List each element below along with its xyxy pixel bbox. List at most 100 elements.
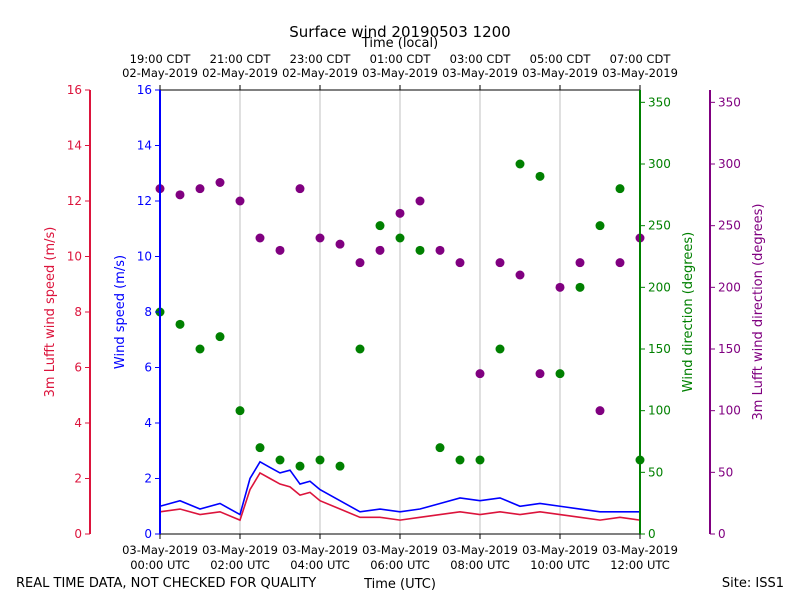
series-point [495, 258, 505, 268]
top-axis-label: Time (local) [361, 36, 438, 51]
series-point [615, 184, 625, 194]
series-point [615, 258, 625, 268]
series-point [275, 245, 285, 255]
wind_speed-tick-label: 2 [144, 472, 152, 486]
series-point [535, 171, 545, 181]
series-point [475, 369, 485, 379]
top-tick-time: 05:00 CDT [530, 52, 592, 66]
footer-site: Site: ISS1 [722, 576, 784, 591]
tick-layer: 0 2 4 6 8 10 12 14 16 0 2 4 6 8 10 12 14 16 0 50 100 150 200 25… [67, 52, 741, 572]
series-point [195, 184, 205, 194]
bottom-tick-time: 04:00 UTC [290, 558, 350, 572]
series-layer [155, 159, 645, 522]
bottom-tick-date: 03-May-2019 [122, 543, 198, 557]
lufft_dir-tick-label: 0 [718, 527, 726, 541]
lufft_dir-tick-label: 300 [718, 157, 741, 171]
bottom-tick-time: 08:00 UTC [450, 558, 510, 572]
lufft_speed-tick-label: 12 [67, 194, 82, 208]
top-tick-date: 02-May-2019 [202, 66, 278, 80]
lufft_speed-tick-label: 4 [74, 416, 82, 430]
top-tick-date: 02-May-2019 [282, 66, 358, 80]
top-tick-date: 03-May-2019 [442, 66, 518, 80]
top-tick-time: 01:00 CDT [370, 52, 432, 66]
top-tick-time: 03:00 CDT [450, 52, 512, 66]
bottom-axis-label: Time (UTC) [363, 577, 436, 592]
wind_speed-tick-label: 8 [144, 305, 152, 319]
chart-title: Surface wind 20190503 1200 [289, 23, 510, 41]
footer-warning: REAL TIME DATA, NOT CHECKED FOR QUALITY [16, 576, 316, 591]
series-point [235, 196, 245, 206]
wind_dir-tick-label: 0 [648, 527, 656, 541]
bottom-tick-time: 02:00 UTC [210, 558, 270, 572]
series-point [575, 282, 585, 292]
bottom-tick-time: 12:00 UTC [610, 558, 670, 572]
bottom-tick-date: 03-May-2019 [362, 543, 438, 557]
wind_dir-tick-label: 100 [648, 404, 671, 418]
series-point [415, 196, 425, 206]
series-point [215, 178, 225, 187]
bottom-tick-date: 03-May-2019 [282, 543, 358, 557]
series-point [455, 455, 465, 465]
wind_dir-tick-label: 350 [648, 95, 671, 109]
series-point [295, 461, 305, 471]
series-point [275, 455, 285, 465]
top-tick-date: 03-May-2019 [362, 66, 438, 80]
lufft_speed-tick-label: 10 [67, 250, 82, 264]
series-point [595, 221, 605, 231]
top-tick-time: 07:00 CDT [610, 52, 672, 66]
series-point [515, 270, 525, 280]
lufft_dir-tick-label: 200 [718, 280, 741, 294]
bottom-tick-time: 00:00 UTC [130, 558, 190, 572]
series-point [495, 344, 505, 354]
lufft_dir-tick-label: 150 [718, 342, 741, 356]
series-point [535, 369, 545, 379]
series-point [375, 221, 385, 231]
series-point [395, 208, 405, 218]
lufft_speed-tick-label: 14 [67, 139, 82, 153]
bottom-tick-date: 03-May-2019 [442, 543, 518, 557]
wind_dir-tick-label: 50 [648, 465, 663, 479]
series-line-1 [159, 471, 641, 522]
series-line-0 [159, 460, 640, 516]
series-point [255, 233, 265, 243]
wind_dir-tick-label: 250 [648, 219, 671, 233]
series-point [575, 258, 585, 268]
lufft_speed-tick-label: 8 [74, 305, 82, 319]
wind_dir-tick-label: 200 [648, 280, 671, 294]
series-point [175, 319, 185, 329]
bottom-tick-date: 03-May-2019 [602, 543, 678, 557]
wind_dir-tick-label: 150 [648, 342, 671, 356]
series-point [555, 369, 565, 379]
bottom-tick-time: 06:00 UTC [370, 558, 430, 572]
wind_speed-tick-label: 10 [137, 250, 152, 264]
series-point [375, 245, 385, 255]
wind_speed-tick-label: 4 [144, 416, 152, 430]
series-point [235, 406, 245, 416]
lufft_speed-tick-label: 16 [67, 83, 82, 97]
lufft-direction-axis-label: 3m Lufft wind direction (degrees) [751, 204, 766, 421]
lufft_speed-tick-label: 0 [74, 527, 82, 541]
series-point [395, 233, 405, 243]
series-point [355, 258, 365, 268]
wind_speed-tick-label: 14 [137, 139, 152, 153]
series-point [515, 159, 525, 169]
wind-direction-axis-label: Wind direction (degrees) [681, 232, 696, 392]
series-point [335, 461, 345, 471]
series-point [435, 245, 445, 255]
top-tick-date: 02-May-2019 [122, 66, 198, 80]
series-point [315, 455, 325, 465]
series-point [415, 245, 425, 255]
series-point [595, 406, 605, 416]
series-point [455, 258, 465, 268]
wind_dir-tick-label: 300 [648, 157, 671, 171]
series-point [215, 332, 225, 342]
wind-speed-axis-label: Wind speed (m/s) [113, 255, 128, 369]
wind_speed-tick-label: 12 [137, 194, 152, 208]
series-point [255, 443, 265, 453]
series-point [195, 344, 205, 354]
wind_speed-tick-label: 16 [137, 83, 152, 97]
series-point [435, 443, 445, 453]
bottom-tick-date: 03-May-2019 [522, 543, 598, 557]
series-point [355, 344, 365, 354]
